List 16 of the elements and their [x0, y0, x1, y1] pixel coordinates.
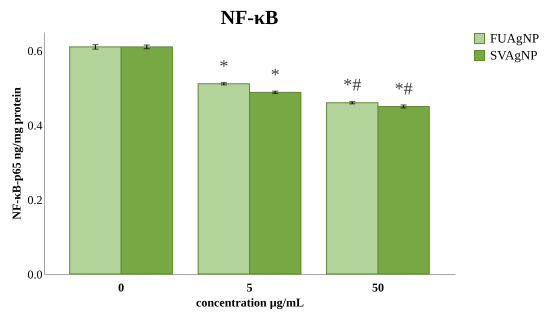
y-axis-title: NF-κB-p65 ng/mg protein [10, 86, 24, 220]
annotation: *# [394, 78, 413, 98]
y-tick-label: 0.0 [28, 268, 42, 282]
annotation: *# [343, 74, 362, 95]
x-tick-label: 5 [246, 280, 252, 294]
annotation: * [219, 56, 228, 76]
legend-label: SVAgNP [490, 48, 538, 62]
x-tick-label: 50 [372, 280, 384, 294]
y-tick-label: 0.6 [28, 44, 42, 58]
y-tick-label: 0.4 [28, 118, 42, 133]
y-tick-label: 0.2 [28, 193, 42, 208]
x-axis-title: concentration µg/mL [196, 296, 304, 310]
chart-title: NF-κB [220, 7, 278, 29]
x-tick-label: 0 [118, 280, 124, 294]
legend-label: FUAgNP [490, 30, 540, 46]
annotation: * [270, 64, 280, 84]
